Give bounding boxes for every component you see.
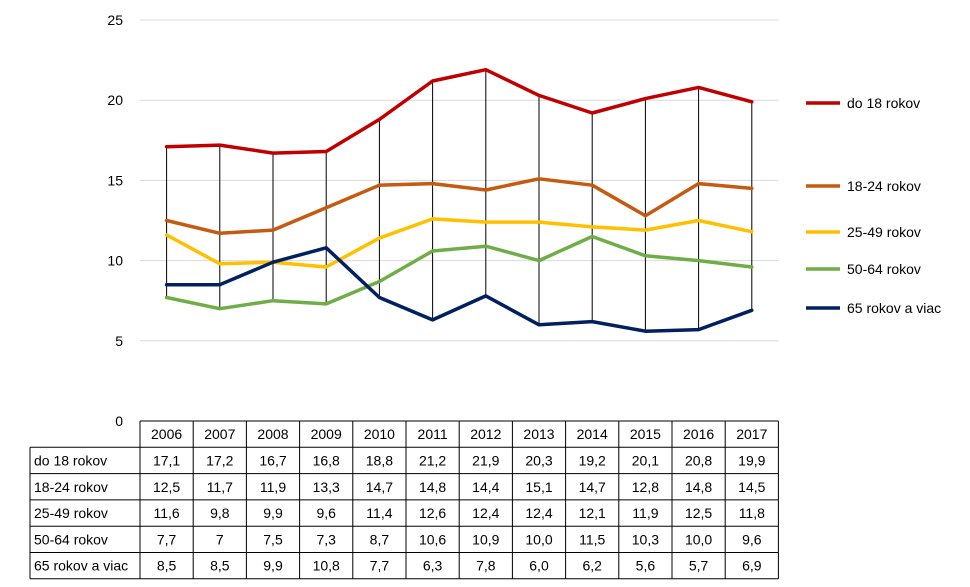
x-tick-label: 2006 — [151, 426, 182, 442]
data-label: 11,8 — [739, 505, 765, 521]
x-tick-label: 2010 — [364, 426, 395, 442]
data-label: 10,9 — [472, 531, 499, 547]
table-row-label: do 18 rokov — [34, 452, 107, 468]
data-label: 7,7 — [370, 558, 390, 574]
data-label: 8,7 — [370, 531, 390, 547]
x-tick-label: 2017 — [736, 426, 767, 442]
data-label: 19,2 — [579, 452, 606, 468]
legend-label: 25-49 rokov — [847, 224, 921, 240]
data-label: 9,9 — [263, 558, 283, 574]
y-tick-label: 5 — [115, 333, 123, 349]
data-label: 20,8 — [685, 452, 712, 468]
data-label: 7,7 — [157, 531, 177, 547]
data-label: 9,6 — [742, 531, 762, 547]
y-tick-label: 15 — [107, 172, 123, 188]
data-label: 19,9 — [738, 452, 765, 468]
series-line-2 — [164, 217, 754, 269]
data-label: 12,5 — [153, 479, 180, 495]
data-label: 12,4 — [472, 505, 499, 521]
data-label: 10,6 — [419, 531, 446, 547]
data-label: 6,9 — [742, 558, 762, 574]
data-label: 12,1 — [579, 505, 606, 521]
data-label: 14,8 — [685, 479, 712, 495]
data-label: 10,8 — [313, 558, 340, 574]
data-label: 11,7 — [207, 479, 233, 495]
data-label: 12,6 — [419, 505, 446, 521]
y-tick-label: 10 — [107, 253, 123, 269]
x-tick-label: 2012 — [470, 426, 501, 442]
data-label: 10,0 — [685, 531, 712, 547]
x-tick-label: 2016 — [683, 426, 714, 442]
x-tick-label: 2013 — [523, 426, 554, 442]
data-label: 14,4 — [472, 479, 499, 495]
series-line-0 — [164, 67, 754, 155]
data-label: 7,3 — [316, 531, 336, 547]
grid — [140, 19, 779, 342]
data-label: 5,6 — [636, 558, 656, 574]
data-label: 21,2 — [419, 452, 446, 468]
data-label: 15,1 — [525, 479, 552, 495]
data-label: 11,9 — [260, 479, 286, 495]
data-label: 20,1 — [632, 452, 659, 468]
data-label: 11,9 — [632, 505, 658, 521]
y-tick-label: 25 — [107, 12, 123, 28]
data-label: 18,8 — [366, 452, 393, 468]
data-label: 14,8 — [419, 479, 446, 495]
data-label: 9,8 — [210, 505, 230, 521]
data-label: 6,3 — [423, 558, 443, 574]
table-row-label: 65 rokov a viac — [34, 558, 128, 574]
data-label: 17,1 — [153, 452, 180, 468]
legend-label: 18-24 rokov — [847, 178, 921, 194]
data-label: 8,5 — [210, 558, 230, 574]
data-label: 12,8 — [632, 479, 659, 495]
data-label: 14,7 — [579, 479, 606, 495]
legend-label: 65 rokov a viac — [847, 300, 941, 316]
data-label: 12,4 — [525, 505, 552, 521]
data-label: 20,3 — [525, 452, 552, 468]
data-label: 10,3 — [632, 531, 659, 547]
data-label: 8,5 — [157, 558, 177, 574]
data-label: 11,4 — [366, 505, 392, 521]
x-tick-label: 2015 — [630, 426, 661, 442]
x-tick-label: 2009 — [311, 426, 342, 442]
data-label: 14,5 — [738, 479, 765, 495]
series-line-1 — [164, 177, 754, 236]
x-tick-label: 2007 — [204, 426, 235, 442]
x-tick-label: 2014 — [577, 426, 608, 442]
data-label: 9,9 — [263, 505, 283, 521]
data-label: 5,7 — [689, 558, 709, 574]
legend: do 18 rokov 18-24 rokov 25-49 rokov 50-64 r… — [806, 95, 941, 316]
data-label: 16,7 — [259, 452, 286, 468]
data-label: 14,7 — [366, 479, 393, 495]
data-label: 7,8 — [476, 558, 496, 574]
data-label: 21,9 — [472, 452, 499, 468]
data-label: 7 — [216, 531, 224, 547]
data-label: 6,0 — [529, 558, 549, 574]
data-label: 9,6 — [316, 505, 336, 521]
data-table: 2006 2007 2008 2009 2010 2011 2012 2013 2014 2015… — [29, 420, 779, 580]
table-row-label: 18-24 rokov — [34, 479, 108, 495]
legend-label: do 18 rokov — [847, 95, 920, 111]
data-label: 11,5 — [579, 531, 605, 547]
data-label: 7,5 — [263, 531, 283, 547]
table-row-label: 25-49 rokov — [34, 505, 108, 521]
data-label: 11,6 — [153, 505, 179, 521]
x-tick-label: 2008 — [257, 426, 288, 442]
data-label: 13,3 — [313, 479, 340, 495]
table-row-label: 50-64 rokov — [34, 531, 108, 547]
data-label: 6,2 — [582, 558, 602, 574]
series-line-3 — [164, 234, 754, 311]
data-label: 17,2 — [206, 452, 233, 468]
series-line-4 — [164, 246, 754, 333]
x-tick-label: 2011 — [418, 426, 448, 442]
legend-label: 50-64 rokov — [847, 261, 921, 277]
series-lines — [164, 67, 754, 333]
y-axis-tick-labels: 0 5 10 15 20 25 — [107, 12, 123, 429]
y-tick-label: 20 — [107, 92, 123, 108]
y-tick-label: 0 — [115, 413, 123, 429]
data-label: 12,5 — [685, 505, 712, 521]
data-label: 16,8 — [313, 452, 340, 468]
data-label: 10,0 — [525, 531, 552, 547]
